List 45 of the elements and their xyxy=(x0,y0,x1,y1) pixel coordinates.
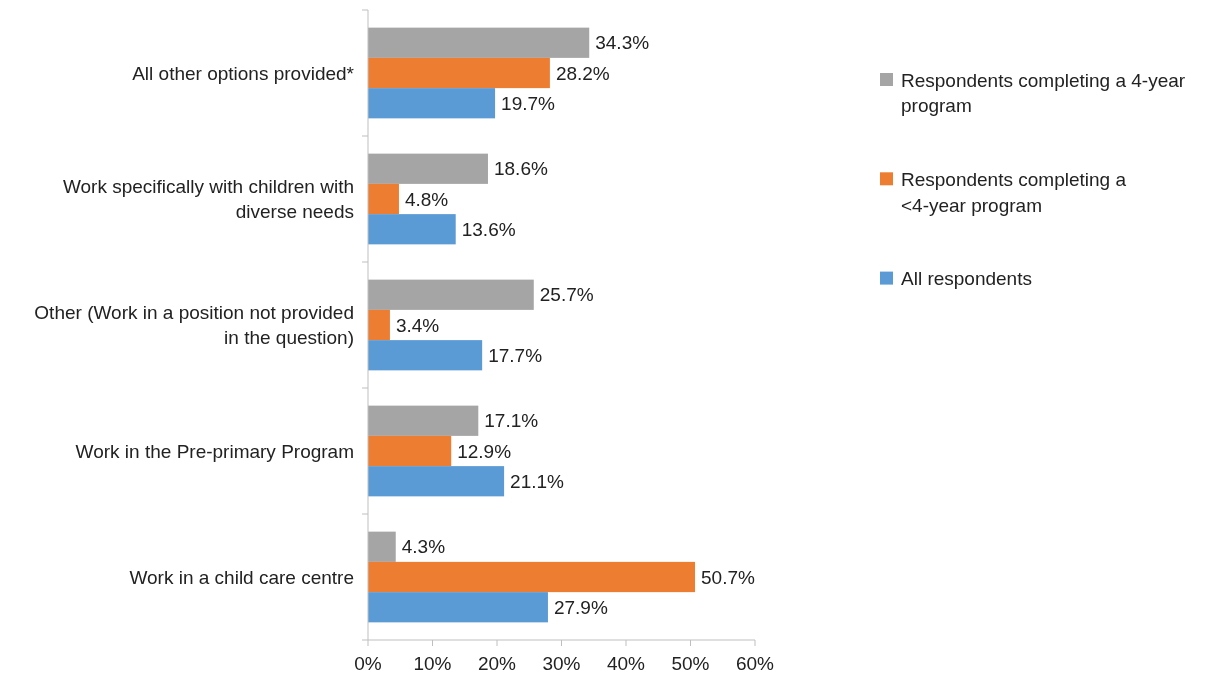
y-tick-label: Other (Work in a position not provided in the question) xyxy=(34,302,354,348)
bar xyxy=(368,405,479,436)
x-tick-label: 50% xyxy=(671,653,710,674)
x-tick-label: 0% xyxy=(354,653,382,674)
bar xyxy=(368,57,550,89)
data-label: 4.8% xyxy=(404,188,449,210)
bar xyxy=(368,531,396,562)
bar xyxy=(368,88,496,119)
bar xyxy=(368,592,548,623)
data-label: 18.6% xyxy=(493,158,548,180)
y-tick-label: All other options provided* xyxy=(132,62,355,84)
data-label: 28.2% xyxy=(555,62,610,84)
y-tick-label: Work in the Pre-primary Program xyxy=(75,440,354,462)
data-label: 50.7% xyxy=(701,566,755,588)
bar xyxy=(368,27,590,58)
legend-label: Respondents completing a 4-year program xyxy=(901,69,1186,117)
bar xyxy=(368,309,390,341)
bar xyxy=(368,183,399,215)
x-tick-label: 30% xyxy=(542,653,581,674)
data-label: 34.3% xyxy=(595,32,650,54)
bar xyxy=(368,561,696,593)
data-label: 4.3% xyxy=(401,536,446,558)
data-label: 25.7% xyxy=(539,284,594,306)
x-tick-label: 40% xyxy=(606,653,646,674)
data-label: 17.7% xyxy=(488,344,543,366)
data-label: 27.9% xyxy=(553,596,608,618)
x-tick-label: 20% xyxy=(477,653,517,674)
x-tick-label: 60% xyxy=(735,653,775,674)
bar xyxy=(368,466,505,497)
bar xyxy=(368,214,456,245)
data-label: 19.7% xyxy=(501,92,556,114)
data-label: 21.1% xyxy=(510,470,565,492)
bar xyxy=(368,435,452,467)
data-label: 17.1% xyxy=(484,410,539,432)
bar xyxy=(368,279,534,310)
data-label: 13.6% xyxy=(461,218,516,240)
legend-label: Respondents completing a <4-year program xyxy=(901,168,1127,216)
bar xyxy=(368,153,488,184)
y-tick-label: Work specifically with children with diverse needs xyxy=(62,176,354,222)
data-label: 3.4% xyxy=(395,314,440,336)
y-tick-label: Work in a child care centre xyxy=(129,566,354,588)
legend-label: All respondents xyxy=(901,268,1032,290)
data-label: 12.9% xyxy=(457,440,512,462)
bar xyxy=(368,340,483,371)
x-tick-label: 10% xyxy=(413,653,452,674)
